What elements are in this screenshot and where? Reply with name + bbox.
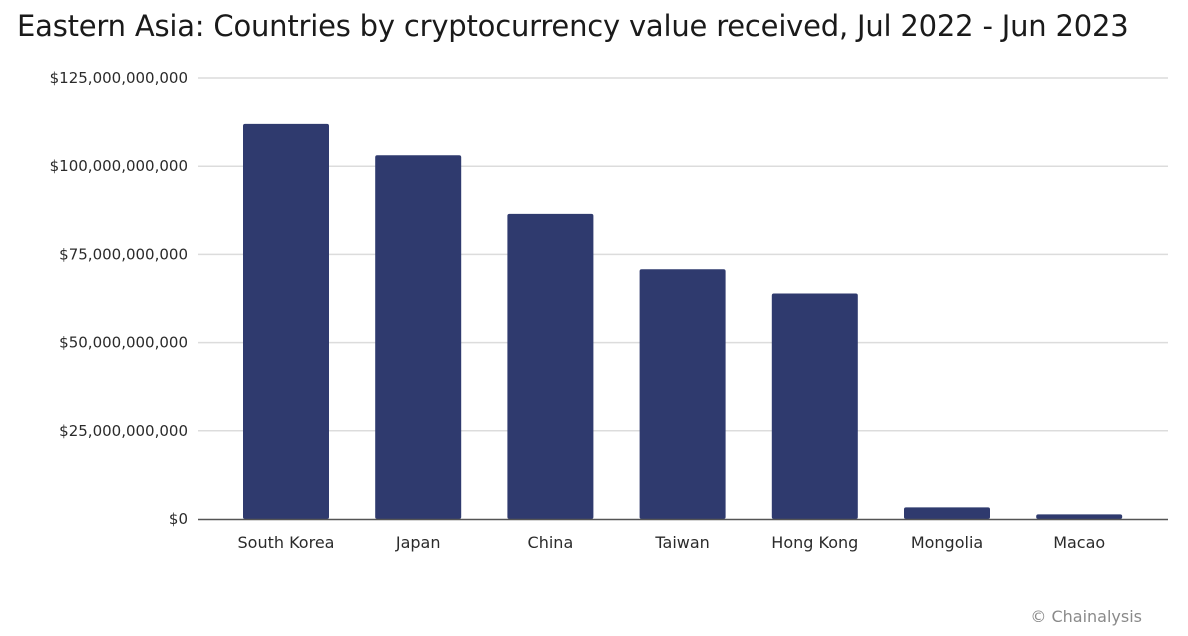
bar-mongolia	[904, 507, 990, 519]
x-tick-label: Hong Kong	[771, 533, 858, 552]
x-tick-label: Taiwan	[654, 533, 709, 552]
y-axis-ticks: $0 $25,000,000,000 $50,000,000,000 $75,000,…	[50, 69, 188, 528]
bar-china	[507, 213, 594, 519]
x-tick-label: Japan	[395, 533, 441, 552]
bar-south-korea	[243, 123, 329, 519]
chart-title: Eastern Asia: Countries by cryptocurrenc…	[17, 9, 1129, 43]
x-tick-label: Mongolia	[911, 533, 983, 552]
y-tick-label: $75,000,000,000	[59, 245, 188, 263]
x-tick-label: South Korea	[238, 533, 335, 552]
copyright-icon: ©	[1030, 607, 1047, 626]
source-label: Chainalysis	[1051, 607, 1142, 626]
bar-hong-kong	[771, 293, 858, 519]
bar-taiwan	[639, 269, 726, 519]
x-tick-label: Macao	[1053, 533, 1105, 552]
y-tick-label: $25,000,000,000	[59, 422, 188, 440]
x-axis-labels: South Korea Japan China Taiwan Hong Kong Mong…	[238, 533, 1106, 552]
y-tick-label: $50,000,000,000	[59, 334, 188, 352]
bars	[243, 123, 1123, 520]
y-tick-label: $125,000,000,000	[50, 69, 188, 87]
y-tick-label: $0	[169, 510, 188, 528]
bar-japan	[375, 155, 462, 520]
bar-macao	[1036, 514, 1123, 519]
source-credit: © Chainalysis	[1030, 607, 1142, 626]
x-tick-label: China	[528, 533, 574, 552]
y-tick-label: $100,000,000,000	[50, 157, 188, 175]
